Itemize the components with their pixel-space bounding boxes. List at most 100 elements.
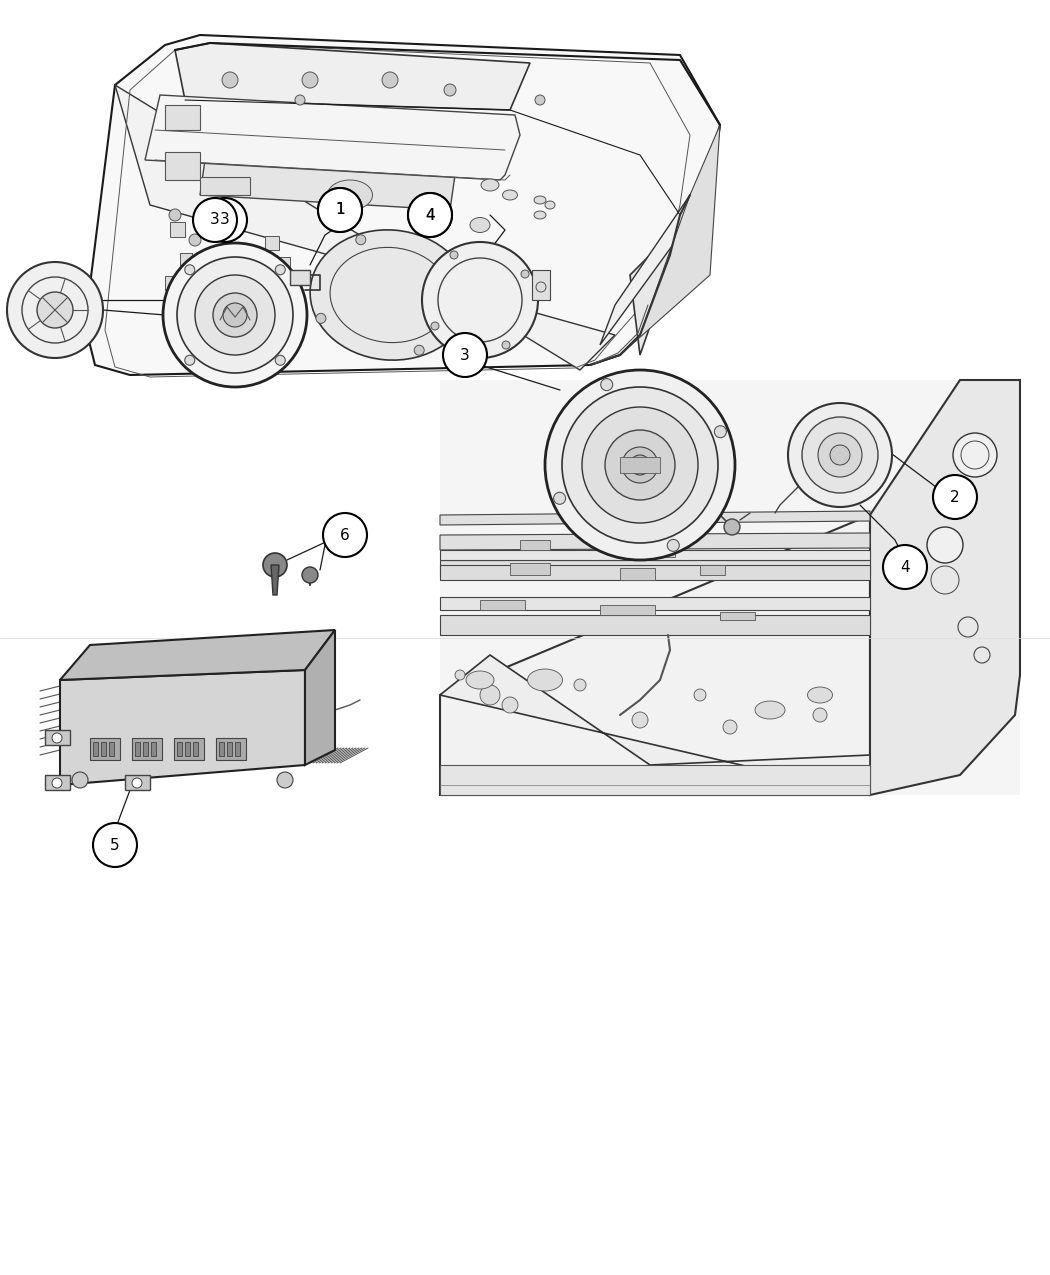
Circle shape <box>222 71 238 88</box>
Bar <box>132 738 162 760</box>
Circle shape <box>430 323 439 330</box>
Circle shape <box>52 733 62 743</box>
Circle shape <box>163 244 307 388</box>
Bar <box>650 550 675 557</box>
Bar <box>225 263 237 275</box>
Circle shape <box>185 265 194 274</box>
Circle shape <box>318 187 362 232</box>
Ellipse shape <box>328 180 373 210</box>
Circle shape <box>953 434 997 477</box>
Circle shape <box>553 492 566 505</box>
Circle shape <box>818 434 862 477</box>
Polygon shape <box>60 669 304 785</box>
Polygon shape <box>200 159 455 210</box>
Polygon shape <box>440 533 870 550</box>
Circle shape <box>422 242 538 358</box>
Ellipse shape <box>755 701 785 719</box>
Bar <box>143 742 148 756</box>
Circle shape <box>195 275 275 354</box>
Circle shape <box>169 209 181 221</box>
Circle shape <box>72 771 88 788</box>
Circle shape <box>562 388 718 543</box>
Circle shape <box>189 235 201 246</box>
Circle shape <box>830 445 850 465</box>
Circle shape <box>974 646 990 663</box>
Bar <box>532 270 550 300</box>
Polygon shape <box>440 380 1020 796</box>
Polygon shape <box>440 511 870 525</box>
Ellipse shape <box>534 196 546 204</box>
Circle shape <box>295 96 304 105</box>
Circle shape <box>927 527 963 564</box>
Bar <box>109 742 114 756</box>
Circle shape <box>132 778 142 788</box>
Circle shape <box>323 513 367 557</box>
Bar <box>227 742 232 756</box>
Bar <box>216 738 246 760</box>
Bar <box>480 601 525 609</box>
Polygon shape <box>630 125 720 354</box>
Text: 4: 4 <box>425 208 435 223</box>
Circle shape <box>788 403 892 507</box>
Polygon shape <box>620 125 720 354</box>
Text: 3: 3 <box>460 348 470 362</box>
Text: 4: 4 <box>425 208 435 223</box>
Circle shape <box>213 293 257 337</box>
Ellipse shape <box>527 669 563 691</box>
Bar <box>720 612 755 620</box>
Circle shape <box>480 685 500 705</box>
Polygon shape <box>440 565 870 580</box>
Polygon shape <box>440 560 870 575</box>
Polygon shape <box>60 630 335 680</box>
Polygon shape <box>440 550 870 560</box>
Circle shape <box>802 417 878 493</box>
Ellipse shape <box>807 687 833 703</box>
Bar <box>185 742 190 756</box>
Circle shape <box>574 680 586 691</box>
Bar <box>135 742 140 756</box>
Bar <box>700 565 724 575</box>
Bar <box>180 252 192 265</box>
Circle shape <box>302 71 318 88</box>
Bar <box>165 152 200 180</box>
Polygon shape <box>440 655 870 796</box>
Circle shape <box>450 251 458 259</box>
Bar <box>90 738 120 760</box>
Bar <box>280 258 290 266</box>
Polygon shape <box>304 630 335 765</box>
Circle shape <box>275 356 286 365</box>
Polygon shape <box>116 85 615 370</box>
Circle shape <box>536 96 545 105</box>
Bar <box>520 541 550 550</box>
Circle shape <box>723 720 737 734</box>
Ellipse shape <box>481 179 499 191</box>
Circle shape <box>37 292 74 328</box>
Circle shape <box>883 544 927 589</box>
Polygon shape <box>271 565 279 595</box>
Circle shape <box>724 519 740 536</box>
Circle shape <box>958 617 978 638</box>
Ellipse shape <box>413 204 447 226</box>
Bar <box>93 742 98 756</box>
Polygon shape <box>440 597 870 609</box>
Polygon shape <box>145 96 520 180</box>
Circle shape <box>443 333 487 377</box>
Circle shape <box>177 258 293 374</box>
Text: 1: 1 <box>335 203 344 218</box>
Circle shape <box>632 711 648 728</box>
Circle shape <box>455 669 465 680</box>
Circle shape <box>454 266 464 277</box>
Circle shape <box>185 356 194 365</box>
Bar <box>125 775 150 790</box>
Circle shape <box>277 771 293 788</box>
Circle shape <box>622 448 658 483</box>
Circle shape <box>502 340 510 349</box>
Text: 1: 1 <box>335 203 344 218</box>
Polygon shape <box>440 615 870 635</box>
Ellipse shape <box>310 230 470 360</box>
Circle shape <box>275 265 286 274</box>
Circle shape <box>601 379 613 390</box>
Circle shape <box>414 346 424 356</box>
Polygon shape <box>85 34 720 375</box>
Circle shape <box>536 282 546 292</box>
